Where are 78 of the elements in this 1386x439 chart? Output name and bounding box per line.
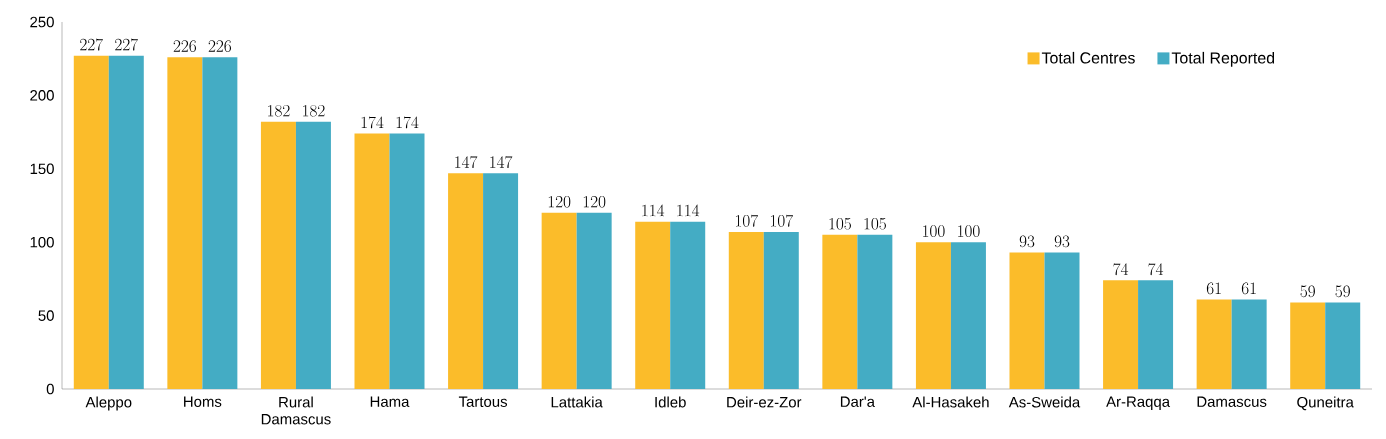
bar xyxy=(1138,280,1174,389)
x-tick-label: Ar-Raqqa xyxy=(1106,396,1171,410)
data-label: 120 xyxy=(548,195,571,208)
x-tick-label: Damascus xyxy=(1197,396,1267,407)
x-tick-label: Lattakia xyxy=(551,396,603,408)
data-label: 114 xyxy=(677,204,700,217)
data-label: 226 xyxy=(208,40,232,52)
data-label: 174 xyxy=(361,116,384,129)
data-label: 61 xyxy=(1206,282,1221,295)
x-tick-label: Aleppo xyxy=(85,396,132,411)
x-tick-label: Dar'a xyxy=(840,396,875,407)
bar xyxy=(1290,302,1326,389)
bar xyxy=(728,231,764,389)
data-label: 105 xyxy=(864,217,886,230)
bar xyxy=(108,55,144,389)
bar xyxy=(295,121,331,389)
data-label: 227 xyxy=(80,38,103,51)
x-tick-label: Deir-ez-Zor xyxy=(727,396,802,408)
data-label: 147 xyxy=(490,156,513,168)
bar xyxy=(448,173,484,389)
data-label: 174 xyxy=(396,116,419,129)
y-tick-label: 100 xyxy=(30,236,54,248)
data-label: 114 xyxy=(642,204,665,217)
data-label: 74 xyxy=(1113,263,1129,276)
data-label: 107 xyxy=(735,214,758,227)
bar xyxy=(763,231,799,389)
bar xyxy=(1103,280,1139,389)
bar xyxy=(1009,252,1045,389)
legend-label: Total Reported xyxy=(1171,51,1275,67)
bar xyxy=(354,133,390,389)
data-label: 105 xyxy=(829,217,851,230)
data-label: 227 xyxy=(115,38,138,51)
data-label: 74 xyxy=(1148,263,1164,276)
bar xyxy=(167,57,203,389)
y-tick-label: 200 xyxy=(30,90,54,101)
bar xyxy=(1325,302,1361,389)
bar xyxy=(915,242,951,389)
bar xyxy=(483,173,519,389)
bar xyxy=(541,212,577,389)
x-tick-label: Homs xyxy=(184,396,222,407)
x-tick-label: As-Sweida xyxy=(1008,396,1081,408)
data-label: 147 xyxy=(455,156,478,168)
x-tick-label: Tartous xyxy=(458,396,508,407)
data-label: 182 xyxy=(268,104,290,117)
bar xyxy=(635,221,671,389)
data-label: 100 xyxy=(958,225,980,237)
data-label: 182 xyxy=(303,104,325,117)
bar xyxy=(670,221,706,389)
bar xyxy=(202,57,238,389)
bar xyxy=(576,212,612,389)
x-tick-label: Quneitra xyxy=(1297,396,1354,411)
data-label: 107 xyxy=(770,214,793,227)
data-label: 93 xyxy=(1019,235,1035,248)
bar xyxy=(73,55,109,389)
bar xyxy=(1196,299,1232,389)
data-label: 61 xyxy=(1241,282,1256,295)
y-tick-label: 0 xyxy=(46,383,54,395)
x-tick-label: Idleb xyxy=(655,396,686,408)
y-tick-label: 150 xyxy=(30,163,54,175)
data-label: 59 xyxy=(1335,285,1350,298)
bar xyxy=(260,121,296,389)
data-label: 59 xyxy=(1300,285,1315,298)
y-tick-label: 50 xyxy=(38,310,54,321)
data-label: 93 xyxy=(1054,235,1070,248)
bar xyxy=(950,242,986,389)
data-label: 226 xyxy=(173,40,197,52)
y-tick-label: 250 xyxy=(30,16,54,28)
data-label: 100 xyxy=(923,225,945,237)
x-tick-label: Hama xyxy=(370,396,410,407)
legend-label: Total Centres xyxy=(1041,51,1135,64)
x-tick-label: Al-Hasakeh xyxy=(912,396,989,408)
data-label: 120 xyxy=(583,195,606,208)
bar xyxy=(857,234,893,389)
bar xyxy=(1044,252,1080,389)
bar xyxy=(389,133,425,389)
bar xyxy=(822,234,858,389)
x-tick-label: Rural Damascus xyxy=(261,396,331,425)
bar xyxy=(1231,299,1267,389)
